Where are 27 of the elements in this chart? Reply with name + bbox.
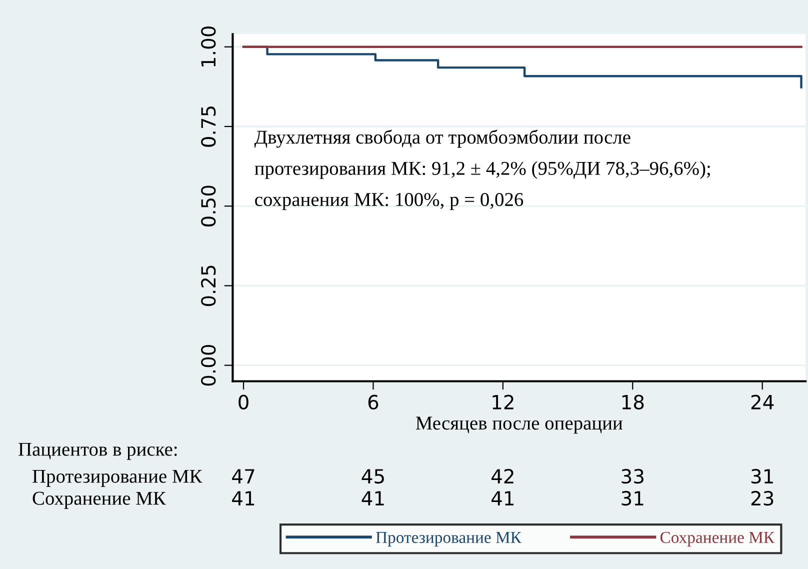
text: 31 [622, 490, 644, 506]
x-tick-label: 24 [751, 394, 774, 410]
annotation: Двухлетняя свобода от тромбоэмболии после протезирования МК: 91,2 ± 4,2% (95%ДИ 78,3–96,6%); сохранения МК: 100%, p = 0,026 [254, 130, 710, 210]
y-tick-label: 0.00 [201, 344, 216, 386]
text: Пациентов в риске: [18, 442, 177, 460]
text: Сохранение МК [32, 492, 166, 509]
text: Протезирование МК [376, 532, 522, 546]
x-axis-title: Месяцев после операции [416, 416, 622, 434]
text: 47 [232, 469, 254, 484]
y-tick-label: 0.25 [201, 266, 216, 306]
x-tick-label: 0 [238, 394, 248, 410]
y-tick-label: 0.75 [201, 106, 216, 147]
text: Сохранение МК [660, 532, 775, 546]
x-tick-label: 6 [368, 394, 378, 410]
text: 41 [492, 491, 514, 506]
text: 41 [232, 491, 254, 506]
y-tick-label: 0.50 [201, 186, 216, 226]
text: 41 [362, 491, 384, 506]
y-tick-label: 1.00 [201, 26, 216, 66]
text: Протезирование МК [32, 470, 202, 487]
text: 23 [751, 490, 774, 506]
text: 33 [622, 468, 644, 484]
x-tick-label: 12 [492, 394, 514, 410]
text: 42 [492, 468, 514, 484]
text: 45 [362, 469, 384, 484]
text: 31 [751, 468, 773, 484]
x-tick-label: 18 [622, 394, 644, 410]
